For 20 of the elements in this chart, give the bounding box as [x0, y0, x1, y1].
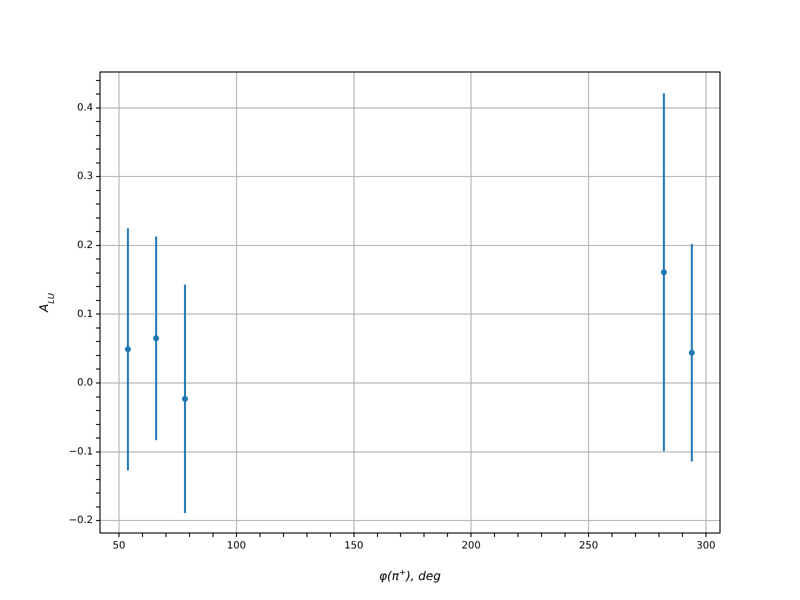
x-tick-label: 150: [344, 540, 364, 552]
point: [153, 335, 160, 342]
y-tick-label: 0.0: [77, 378, 93, 389]
y-tick-label: 0.1: [77, 308, 93, 320]
y-tick-label: −0.2: [68, 515, 93, 526]
point: [182, 396, 188, 402]
y-tick-label: −0.1: [68, 446, 93, 458]
x-tick-label: 250: [578, 540, 598, 552]
y-axis-title: ALU: [37, 292, 56, 313]
x-tick-label: 300: [696, 540, 716, 552]
x-tick-label: 50: [112, 540, 126, 552]
point: [660, 269, 667, 276]
point: [688, 350, 695, 356]
y-tick-label: 0.2: [77, 240, 93, 251]
x-axis-title: φ(π+), deg: [379, 567, 442, 583]
x-tick-label: 100: [226, 540, 246, 552]
x-tick-label: 200: [462, 540, 481, 552]
point: [124, 346, 131, 352]
y-tick-label: 0.3: [77, 171, 93, 182]
y-tick-label: 0.4: [77, 102, 93, 114]
